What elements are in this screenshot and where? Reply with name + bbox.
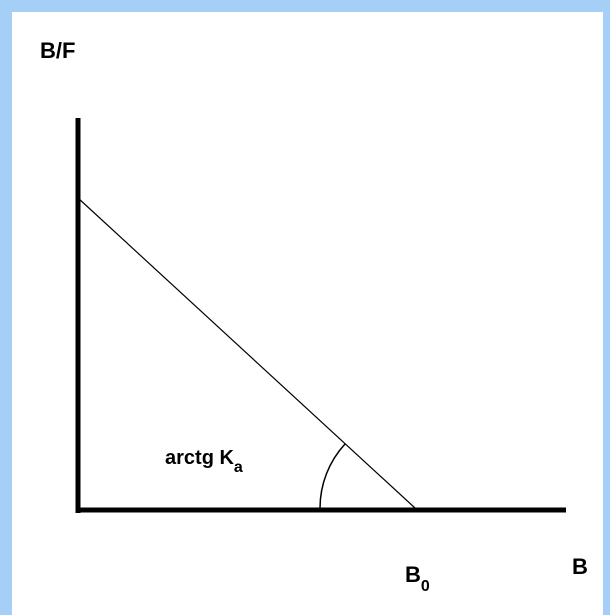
- x-intercept-text: B: [405, 562, 421, 587]
- y-axis-label: B/F: [40, 38, 75, 63]
- x-intercept-subscript: 0: [421, 578, 430, 595]
- angle-label: arctg Ka: [165, 447, 243, 476]
- angle-subscript: a: [234, 459, 243, 476]
- angle-arc: [319, 443, 346, 509]
- x-axis-label: B: [572, 554, 588, 579]
- scatchard-line: [77, 197, 416, 509]
- angle-text: arctg K: [165, 447, 234, 469]
- canvas: [12, 12, 603, 615]
- x-intercept-label: B0: [405, 562, 430, 595]
